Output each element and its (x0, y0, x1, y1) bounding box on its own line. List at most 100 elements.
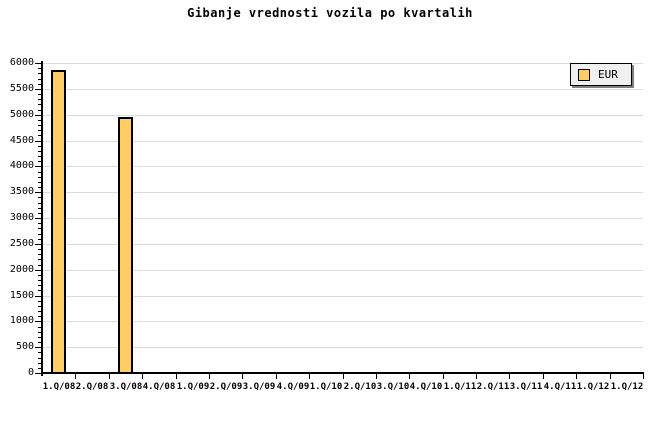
x-tick-label: 4.Q/10 (409, 382, 443, 392)
y-minor-tick (38, 301, 41, 302)
y-minor-tick (38, 182, 41, 183)
y-major-tick (35, 270, 41, 271)
chart-title: Gibanje vrednosti vozila po kvartalih (187, 6, 473, 20)
gridline (42, 115, 643, 116)
y-minor-tick (38, 99, 41, 100)
y-major-tick (35, 192, 41, 193)
y-minor-tick (38, 327, 41, 328)
y-minor-tick (38, 352, 41, 353)
y-minor-tick (38, 135, 41, 136)
y-tick-label: 5000 (9, 109, 34, 120)
y-minor-tick (38, 311, 41, 312)
y-minor-tick (38, 197, 41, 198)
y-axis-line (41, 61, 43, 376)
x-tick (476, 374, 477, 379)
y-tick-label: 6000 (9, 57, 34, 68)
x-tick-label: 3.Q/10 (376, 382, 410, 392)
y-major-tick (35, 347, 41, 348)
y-major-tick (35, 141, 41, 142)
x-axis-line (41, 372, 644, 374)
x-tick (209, 374, 210, 379)
x-tick (610, 374, 611, 379)
y-minor-tick (38, 234, 41, 235)
y-minor-tick (38, 228, 41, 229)
y-major-tick (35, 373, 41, 374)
y-minor-tick (38, 213, 41, 214)
y-minor-tick (38, 337, 41, 338)
x-tick (176, 374, 177, 379)
legend-swatch-eur (578, 68, 590, 81)
y-minor-tick (38, 275, 41, 276)
y-minor-tick (38, 79, 41, 80)
y-minor-tick (38, 104, 41, 105)
y-minor-tick (38, 254, 41, 255)
x-tick (443, 374, 444, 379)
gridline (42, 321, 643, 322)
gridline (42, 89, 643, 90)
y-minor-tick (38, 306, 41, 307)
x-tick (409, 374, 410, 379)
gridline (42, 218, 643, 219)
x-tick-label: 1.Q/10 (309, 382, 343, 392)
gridline (42, 347, 643, 348)
y-tick-label: 2000 (9, 264, 34, 275)
y-minor-tick (38, 249, 41, 250)
gridline (42, 166, 643, 167)
x-tick (276, 374, 277, 379)
y-minor-tick (38, 110, 41, 111)
y-minor-tick (38, 125, 41, 126)
y-minor-tick (38, 84, 41, 85)
x-tick-label: 1.Q/11 (443, 382, 477, 392)
y-minor-tick (38, 203, 41, 204)
x-tick (509, 374, 510, 379)
legend-label: EUR (598, 68, 618, 81)
y-major-tick (35, 115, 41, 116)
x-tick (75, 374, 76, 379)
y-major-tick (35, 321, 41, 322)
y-minor-tick (38, 342, 41, 343)
y-tick-label: 5500 (9, 83, 34, 94)
y-minor-tick (38, 187, 41, 188)
x-tick (242, 374, 243, 379)
gridline (42, 296, 643, 297)
bar-3.Q/08 (118, 117, 133, 372)
legend: EUR (570, 63, 632, 86)
y-minor-tick (38, 68, 41, 69)
x-tick-label: 4.Q/11 (543, 382, 577, 392)
y-minor-tick (38, 223, 41, 224)
y-major-tick (35, 63, 41, 64)
y-tick-label: 3000 (9, 212, 34, 223)
x-tick-label: 4.Q/08 (142, 382, 176, 392)
x-tick-label: 3.Q/08 (109, 382, 143, 392)
gridline (42, 63, 643, 64)
x-tick (343, 374, 344, 379)
x-tick (376, 374, 377, 379)
y-tick-label: 1500 (9, 290, 34, 301)
x-tick-label: 4.Q/09 (276, 382, 310, 392)
y-minor-tick (38, 316, 41, 317)
y-minor-tick (38, 130, 41, 131)
x-tick (643, 374, 644, 379)
x-tick-label: 1.Q/09 (176, 382, 210, 392)
x-tick (576, 374, 577, 379)
y-minor-tick (38, 146, 41, 147)
y-minor-tick (38, 363, 41, 364)
y-minor-tick (38, 290, 41, 291)
y-minor-tick (38, 151, 41, 152)
y-minor-tick (38, 285, 41, 286)
y-tick-label: 4000 (9, 160, 34, 171)
x-tick-label: 2.Q/09 (209, 382, 243, 392)
y-tick-label: 3500 (9, 186, 34, 197)
gridline (42, 244, 643, 245)
y-minor-tick (38, 368, 41, 369)
y-tick-label: 1000 (9, 315, 34, 326)
x-tick (142, 374, 143, 379)
x-tick-label: 1.Q/08 (42, 382, 76, 392)
y-tick-label: 4500 (9, 135, 34, 146)
x-tick-label: 1.Q/12 (610, 382, 644, 392)
y-minor-tick (38, 156, 41, 157)
x-tick-label: 2.Q/11 (476, 382, 510, 392)
y-major-tick (35, 296, 41, 297)
x-tick-label: 2.Q/08 (75, 382, 109, 392)
